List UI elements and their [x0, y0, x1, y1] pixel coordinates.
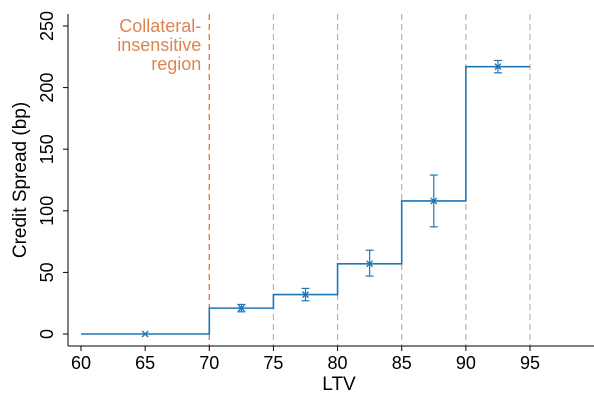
- y-axis-ticks: 0 50 100 150 200 250: [37, 11, 68, 339]
- data-point-marker: [430, 197, 438, 205]
- data-point-marker: [237, 304, 245, 312]
- x-tick-label: 75: [263, 353, 283, 373]
- y-tick-label: 200: [37, 73, 57, 103]
- y-tick-label: 0: [37, 329, 57, 339]
- data-point-marker: [494, 63, 502, 71]
- y-tick-label: 100: [37, 196, 57, 226]
- annotation-line: Collateral-: [119, 16, 201, 36]
- data-point-marker: [141, 330, 149, 338]
- y-tick-label: 150: [37, 134, 57, 164]
- x-tick-label: 65: [135, 353, 155, 373]
- x-tick-label: 60: [71, 353, 91, 373]
- x-tick-label: 70: [199, 353, 219, 373]
- x-tick-label: 90: [456, 353, 476, 373]
- x-tick-label: 85: [392, 353, 412, 373]
- y-tick-label: 50: [37, 262, 57, 282]
- reference-lines: [208, 14, 531, 346]
- y-tick-label: 250: [37, 11, 57, 41]
- step-line: [81, 65, 530, 335]
- x-tick-label: 95: [520, 353, 540, 373]
- data-point-marker: [302, 291, 309, 299]
- x-axis-ticks: 60 65 70 75 80 85 90 95: [71, 346, 540, 373]
- series-layer: [81, 59, 530, 338]
- annotation-line: insensitive: [117, 35, 201, 55]
- x-tick-label: 80: [328, 353, 348, 373]
- y-axis-title: Credit Spread (bp): [10, 102, 31, 258]
- annotation-line: region: [151, 54, 201, 74]
- x-axis-title: LTV: [322, 374, 356, 395]
- data-point-marker: [366, 260, 374, 268]
- axes: [67, 14, 594, 347]
